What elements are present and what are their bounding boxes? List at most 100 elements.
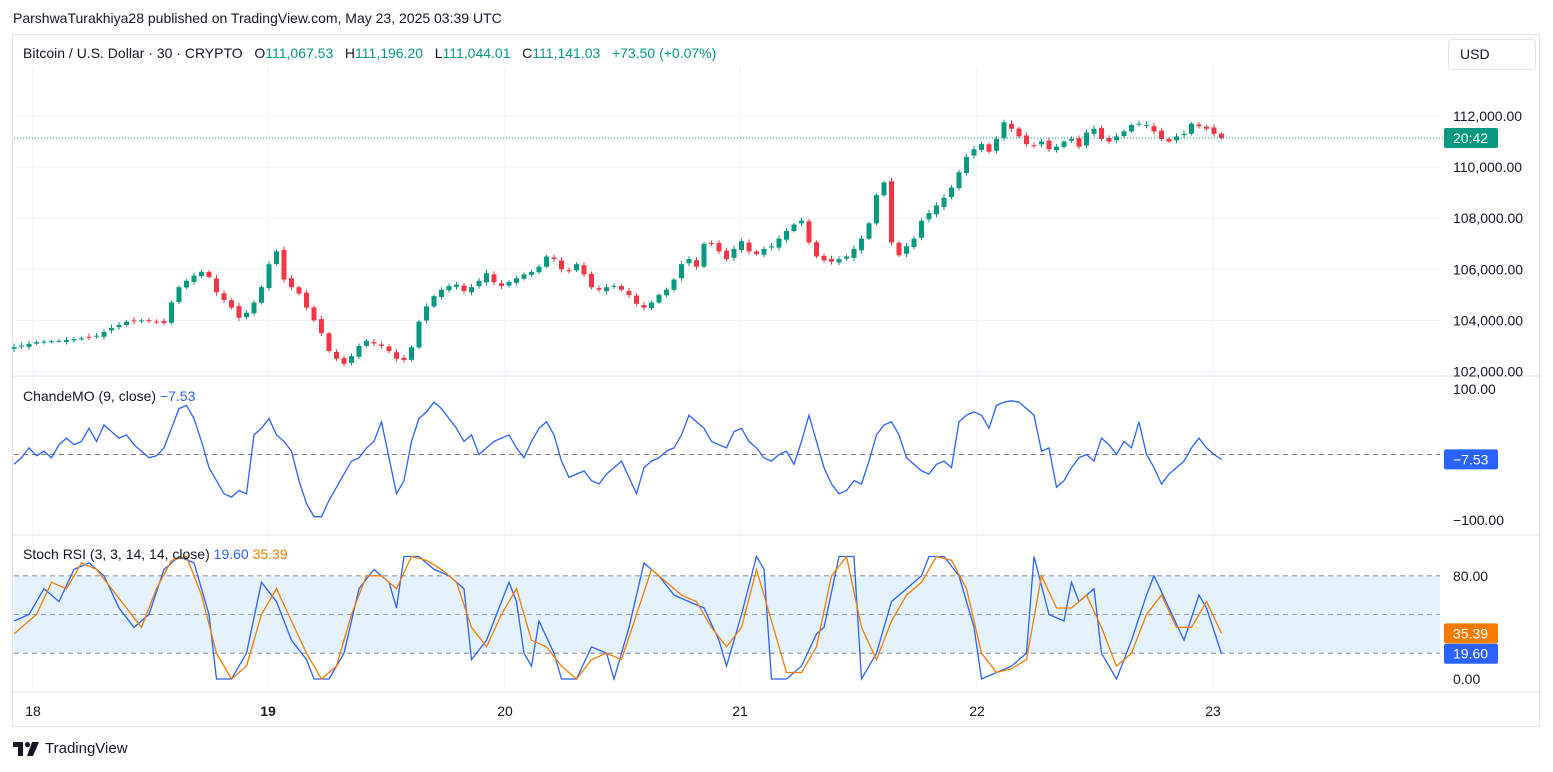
tradingview-brand[interactable]: TradingView [13,740,128,757]
stoch-rsi-k-line [13,554,1223,682]
candle-down [281,249,287,280]
candle-up [71,339,77,341]
candle-up [761,248,767,255]
candle-up [934,205,939,215]
stoch-rsi-k-value: 19.60 [213,546,249,562]
candle-up [941,197,947,207]
open-value: 111,067.53 [265,45,334,61]
candle-up [574,264,579,271]
candle-up [784,230,789,240]
candle-up [1054,146,1059,151]
candle-up [109,328,114,331]
candle-up [416,321,422,348]
candle-down [386,346,392,352]
candle-down [221,293,227,300]
candle-up [26,343,32,347]
low-label: L [434,45,443,61]
candle-up [964,156,969,174]
stoch-rsi-axis-label: 0.00 [1453,671,1480,687]
candle-up [169,302,174,323]
candle-up [776,238,782,248]
candle-up [739,241,744,250]
high-value: 111,196.20 [355,45,424,61]
candle-up [11,347,17,349]
candle-up [476,280,482,287]
candle-up [529,271,534,275]
stoch-rsi-k-badge [1444,643,1498,664]
candle-down [1151,126,1157,132]
last-price-badge [1444,127,1498,148]
candle-up [904,246,909,254]
candle-up [799,220,804,224]
main-legend: Bitcoin / U.S. Dollar · 30 · CRYPTO O111… [23,45,716,61]
candle-up [251,302,257,314]
candle-up [56,340,62,342]
cmo-title[interactable]: ChandeMO (9, close) [23,388,157,404]
candle-down [754,251,759,254]
candle-up [1069,138,1074,141]
candle-down [401,357,407,361]
stoch-rsi-d-last: 35.39 [1453,625,1488,641]
candle-down [889,181,894,243]
open-label: O [254,45,266,61]
stoch-rsi-d-value: 35.39 [252,546,288,562]
candle-down [1009,123,1014,129]
candle-down [619,286,624,290]
candle-down [709,243,714,245]
candle-down [1016,128,1022,137]
candle-up [199,271,204,277]
stoch-rsi-title[interactable]: Stoch RSI (3, 3, 14, 14, close) [23,546,210,562]
candle-down [1076,138,1082,147]
candle-down [1046,140,1052,150]
candle-down [229,300,234,308]
candle-up [1181,133,1187,136]
candle-down [821,255,827,261]
candle-down [371,341,377,344]
candle-down [236,306,242,318]
candle-up [536,266,542,273]
candle-up [176,287,182,303]
candle-up [1091,128,1097,134]
candle-down [589,273,594,288]
candle-down [146,319,152,322]
symbol-title[interactable]: Bitcoin / U.S. Dollar · 30 · CRYPTO [23,45,243,61]
candle-down [596,288,602,290]
candle-down [154,321,159,323]
candle-up [851,248,857,258]
candle-down [131,320,137,322]
candle-up [1189,123,1194,134]
candle-down [394,352,399,359]
cmo-legend: ChandeMO (9, close) −7.53 [23,388,195,404]
price-axis-label: 110,000.00 [1453,159,1522,175]
price-axis-label: 106,000.00 [1453,261,1523,277]
candle-up [664,289,669,296]
candle-up [701,243,707,267]
stoch-rsi-axis-label: 80.00 [1453,568,1488,584]
candle-up [686,259,692,264]
candle-up [926,213,932,220]
price-axis-label: 102,000.00 [1453,364,1523,380]
candle-up [994,138,999,151]
candle-up [424,306,429,321]
candle-up [514,278,519,283]
candle-down [1166,138,1172,142]
stoch-rsi-d-line [13,554,1223,681]
candle-down [341,358,347,364]
candle-down [581,265,587,275]
candle-down [1106,137,1112,142]
candle-up [49,341,54,343]
candle-up [79,338,84,340]
time-axis-label: 20 [497,703,513,719]
candle-down [379,344,384,346]
candle-up [611,285,617,287]
candle-up [19,345,24,347]
last-price-countdown: 20:42 [1453,130,1488,146]
candle-down [311,307,317,321]
candle-down [296,287,302,294]
brand-name: TradingView [45,740,128,757]
currency-button[interactable]: USD [1448,39,1536,70]
candle-down [86,336,92,338]
candle-up [446,285,452,291]
candle-down [161,320,167,323]
